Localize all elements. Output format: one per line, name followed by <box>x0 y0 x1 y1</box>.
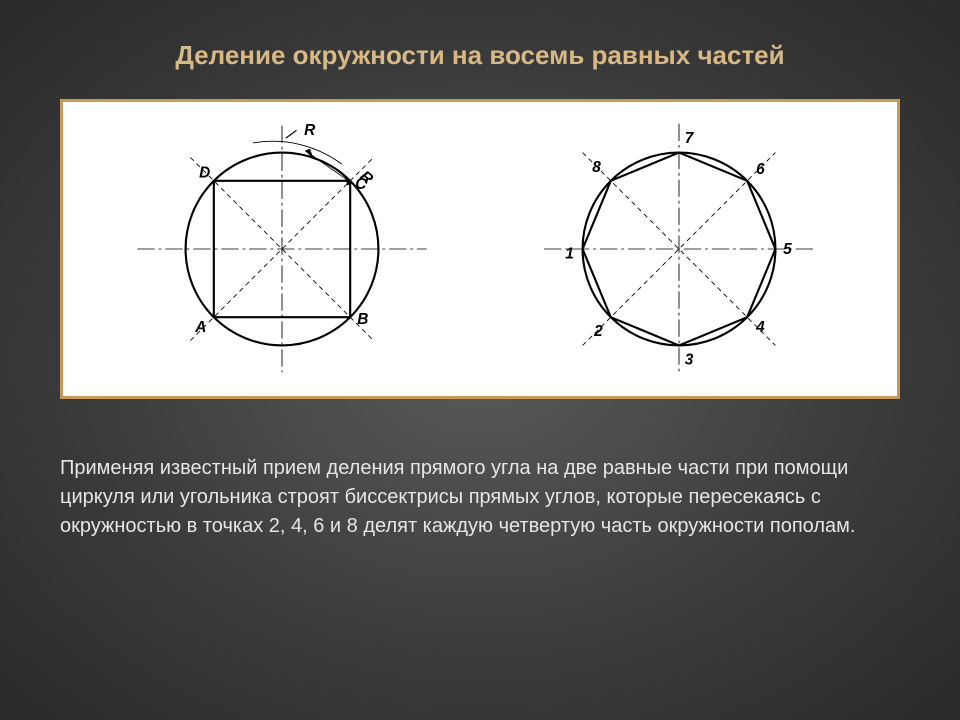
label-7: 7 <box>684 130 694 147</box>
label-D: D <box>199 165 210 182</box>
figure-octagon: 1 2 3 4 5 6 7 8 <box>489 114 869 384</box>
label-A: A <box>194 319 206 336</box>
label-1: 1 <box>565 246 574 263</box>
label-6: 6 <box>756 161 765 178</box>
caption-text: Применяя известный прием деления прямого… <box>60 454 900 541</box>
label-2: 2 <box>593 323 603 340</box>
radius-arc-marker <box>253 141 342 164</box>
label-5: 5 <box>783 241 792 258</box>
label-R-top: R <box>304 122 316 139</box>
tick-mark-r <box>285 130 296 138</box>
label-8: 8 <box>592 159 601 176</box>
diagram-panel: D C B A R R 1 2 3 4 5 6 7 8 <box>60 99 900 399</box>
label-B: B <box>357 311 368 328</box>
page-title: Деление окружности на восемь равных част… <box>55 40 905 71</box>
label-4: 4 <box>755 319 765 336</box>
figure-square-inscribed: D C B A R R <box>92 114 472 384</box>
label-3: 3 <box>684 352 693 369</box>
